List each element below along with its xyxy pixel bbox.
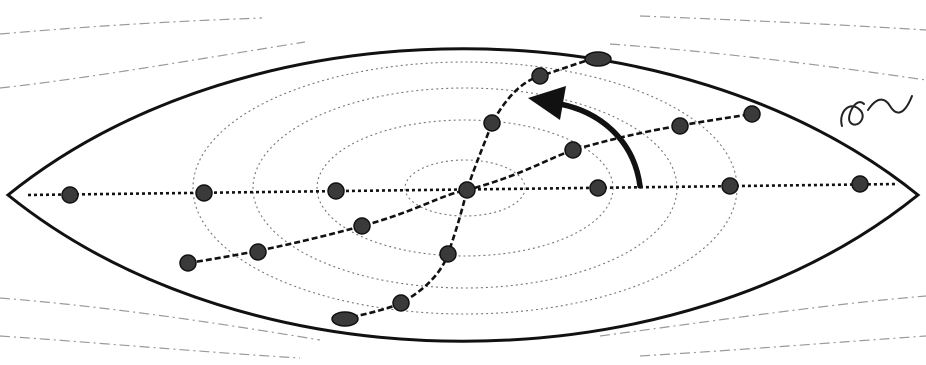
streamline-top-left-1 <box>0 17 263 35</box>
node-s-1 <box>392 294 410 312</box>
node-h-1 <box>61 186 79 204</box>
handwritten-tilde <box>867 95 913 114</box>
rotation-arrow-head <box>528 86 566 120</box>
nodes <box>61 51 869 327</box>
streamline-top-right-2 <box>609 43 926 81</box>
rotation-arrow <box>528 86 643 189</box>
node-s-2 <box>439 245 457 263</box>
node-t-4 <box>564 141 582 159</box>
handwritten-label <box>840 95 913 127</box>
streamline-bottom-right-1 <box>599 295 926 337</box>
node-h-3 <box>327 182 345 200</box>
streamline-bottom-left-2 <box>0 335 301 359</box>
node-s-end-top <box>584 51 612 67</box>
far-field-streamlines <box>0 15 926 359</box>
node-center <box>458 181 476 199</box>
streamline-bottom-right-2 <box>639 335 926 357</box>
streamline-top-right-1 <box>639 15 926 31</box>
rotation-arrow-shaft <box>557 101 643 189</box>
node-t-6 <box>743 105 761 123</box>
contour-1 <box>404 159 526 217</box>
node-h-6 <box>721 177 739 195</box>
node-h-2 <box>195 184 213 202</box>
separatrix <box>5 47 921 343</box>
node-t-1 <box>179 254 197 272</box>
node-t-2 <box>249 243 267 261</box>
node-h-5 <box>589 179 607 197</box>
node-s-4 <box>531 67 549 85</box>
handwritten-theta-body <box>840 101 865 127</box>
contour-2 <box>316 119 614 257</box>
node-s-3 <box>483 114 501 132</box>
streamline-top-left-2 <box>0 41 306 89</box>
node-h-7 <box>851 175 869 193</box>
horizontal-chain <box>27 182 899 197</box>
node-t-5 <box>671 117 689 135</box>
node-t-3 <box>353 217 371 235</box>
node-s-end-bottom <box>331 311 359 327</box>
